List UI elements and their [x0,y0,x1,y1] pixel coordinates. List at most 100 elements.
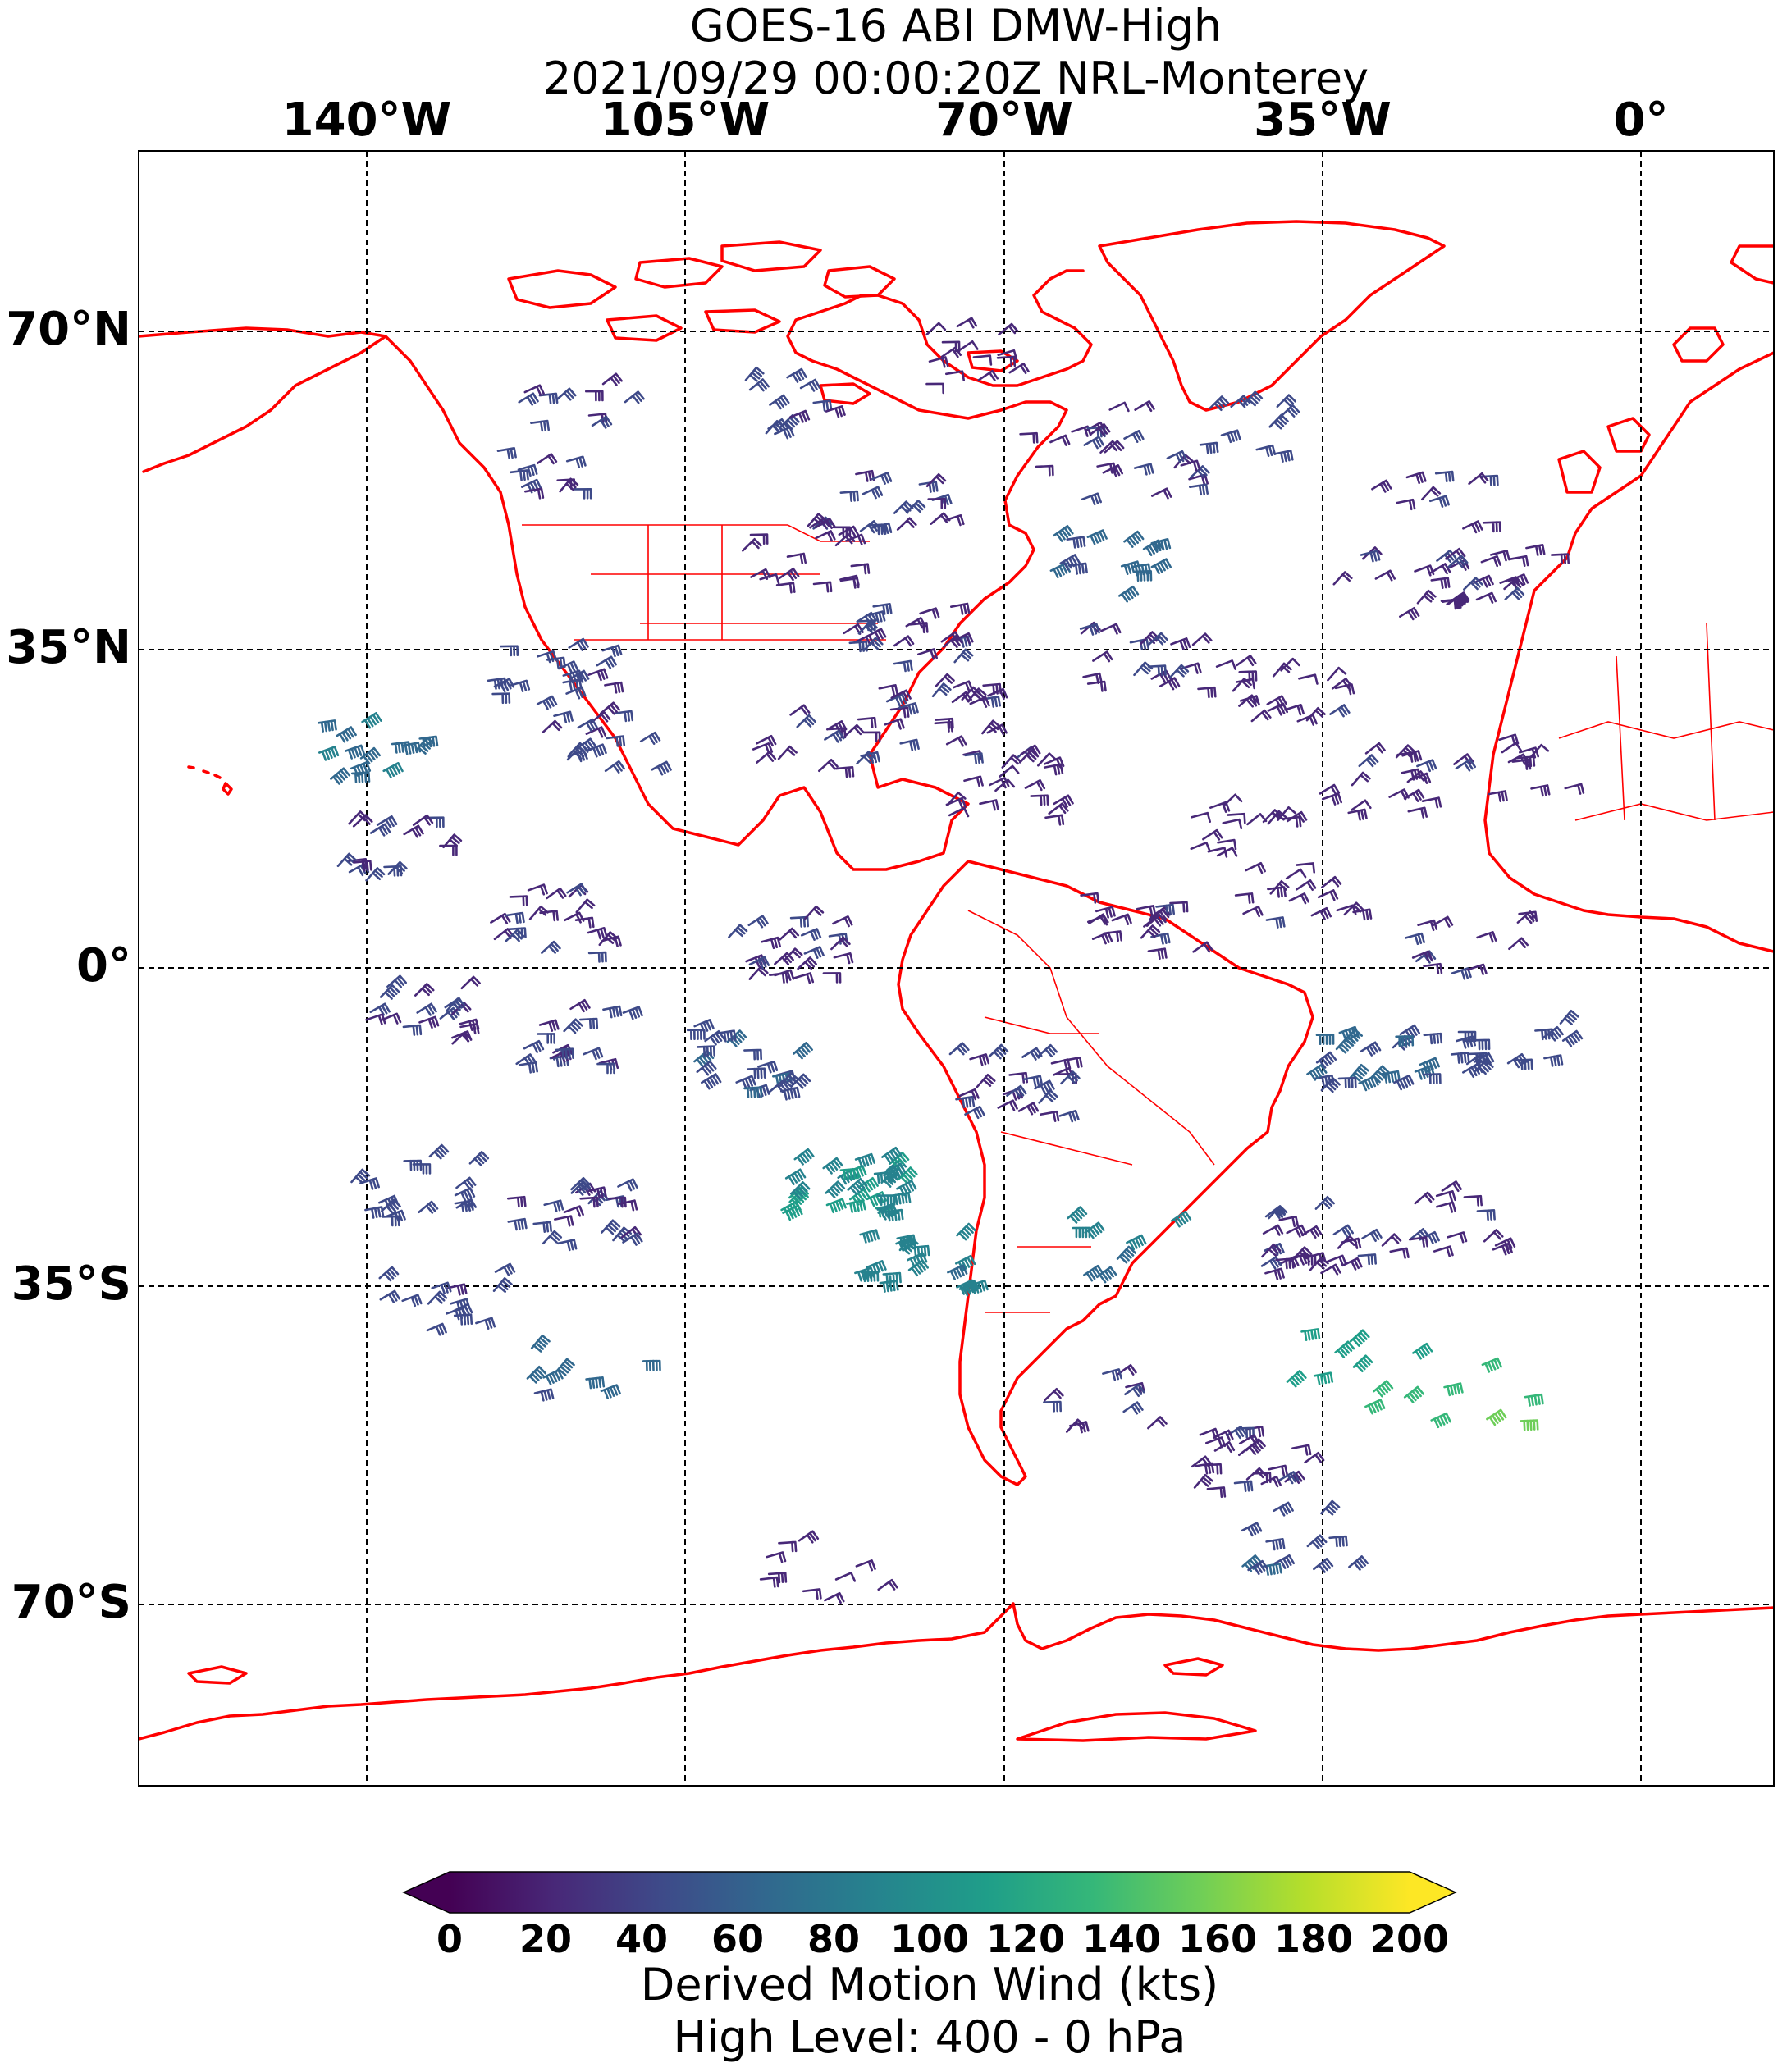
wind-barb [826,720,848,734]
wind-barb [799,378,821,392]
wind-barb [1266,695,1287,709]
wind-barb [446,997,466,1012]
wind-barb [1447,555,1469,568]
wind-barb [336,852,357,868]
political-borders [522,524,1774,1313]
wind-barb [1215,659,1236,670]
wind-barb [600,1384,621,1399]
wind-barb [587,927,608,940]
wind-barb [1296,879,1317,891]
wind-barb [825,405,846,418]
wind-barb [538,392,559,404]
wind-barb [1509,555,1529,567]
wind-barb [536,695,558,710]
wind-barb [742,538,762,552]
wind-barb [382,762,404,778]
wind-barb [964,752,984,764]
wind-barb [979,799,999,811]
wind-barb [569,998,591,1013]
wind-barb [576,737,597,753]
wind-barb [507,927,527,939]
wind-barb [1155,903,1175,916]
wind-barb [1463,577,1483,591]
wind-barb [1035,464,1054,477]
wind-barb [1349,1329,1370,1347]
wind-barb [1473,1059,1494,1075]
wind-barb [364,1206,385,1219]
wind-barb [1329,704,1351,718]
wind-barb [942,635,963,649]
wind-barb [1022,1075,1044,1088]
wind-barb [877,1578,898,1591]
wind-barb [774,952,794,965]
wind-barb [1220,429,1241,444]
wind-barb [543,1199,564,1212]
lon-label-0: 0° [1614,94,1669,147]
wind-barb [1233,1480,1254,1492]
wind-barb [1100,623,1122,635]
wind-barb [779,927,800,941]
wind-barb [1436,1201,1456,1213]
wind-barb [1411,950,1433,962]
wind-barb [898,1166,918,1184]
wind-barb [1272,662,1292,678]
wind-barb [812,581,833,593]
wind-barb [1449,591,1470,604]
greenland-coast [1098,220,1446,412]
wind-barb [876,1203,898,1218]
wind-barb [1232,678,1252,692]
wind-barb [953,632,974,645]
coastlines [139,220,1774,1742]
wind-barb [1066,536,1086,549]
wind-barb [905,500,926,513]
wind-barb [774,969,795,981]
wind-barb [1282,815,1302,828]
wind-barb [743,1086,763,1098]
colorbar-tick-100: 100 [890,1917,969,1961]
wind-barb [1364,742,1386,755]
wind-barb [318,746,340,761]
wind-barb [542,719,563,733]
wind-barb [585,390,604,402]
wind-barb [1369,1065,1390,1084]
wind-barb [878,684,898,696]
wind-barb [988,1043,1009,1060]
longitude-labels: 140°W 105°W 70°W 35°W 0° [282,94,1669,147]
wind-barb [1434,470,1455,483]
wind-barb [1395,744,1416,759]
wind-barb [418,735,439,749]
wind-barb [507,1217,528,1231]
wind-barb [1217,838,1237,851]
wind-barb [804,905,825,920]
wind-barb [386,974,407,988]
wind-barb [1315,1034,1335,1045]
wind-barb [931,493,953,507]
wind-barb [1191,811,1211,823]
wind-barb [1310,906,1332,920]
wind-barb [614,710,634,723]
wind-barb [1421,796,1442,809]
wind-barb [909,622,929,634]
wind-barb [1364,1399,1386,1415]
wind-barb [893,500,914,514]
wind-barb [526,1366,547,1384]
wind-barb [1416,759,1437,773]
wind-barb [1475,591,1497,604]
wind-barb [1213,1429,1234,1441]
wind-barb [872,603,893,615]
wind-barb [1143,915,1164,928]
wind-barb [1067,1206,1088,1224]
wind-barb [1086,529,1108,545]
wind-barb [790,1073,811,1089]
wind-barb [980,696,1001,708]
wind-barb [1193,1473,1213,1489]
wind-barb [1123,430,1145,443]
wind-barb [1405,471,1427,485]
wind-barb [1304,1451,1325,1464]
wind-barb [496,447,517,459]
wind-barb [601,372,623,386]
wind-barb [1227,812,1246,824]
wind-barb [1242,390,1264,407]
wind-barb [564,911,585,924]
wind-barb [622,1232,643,1246]
